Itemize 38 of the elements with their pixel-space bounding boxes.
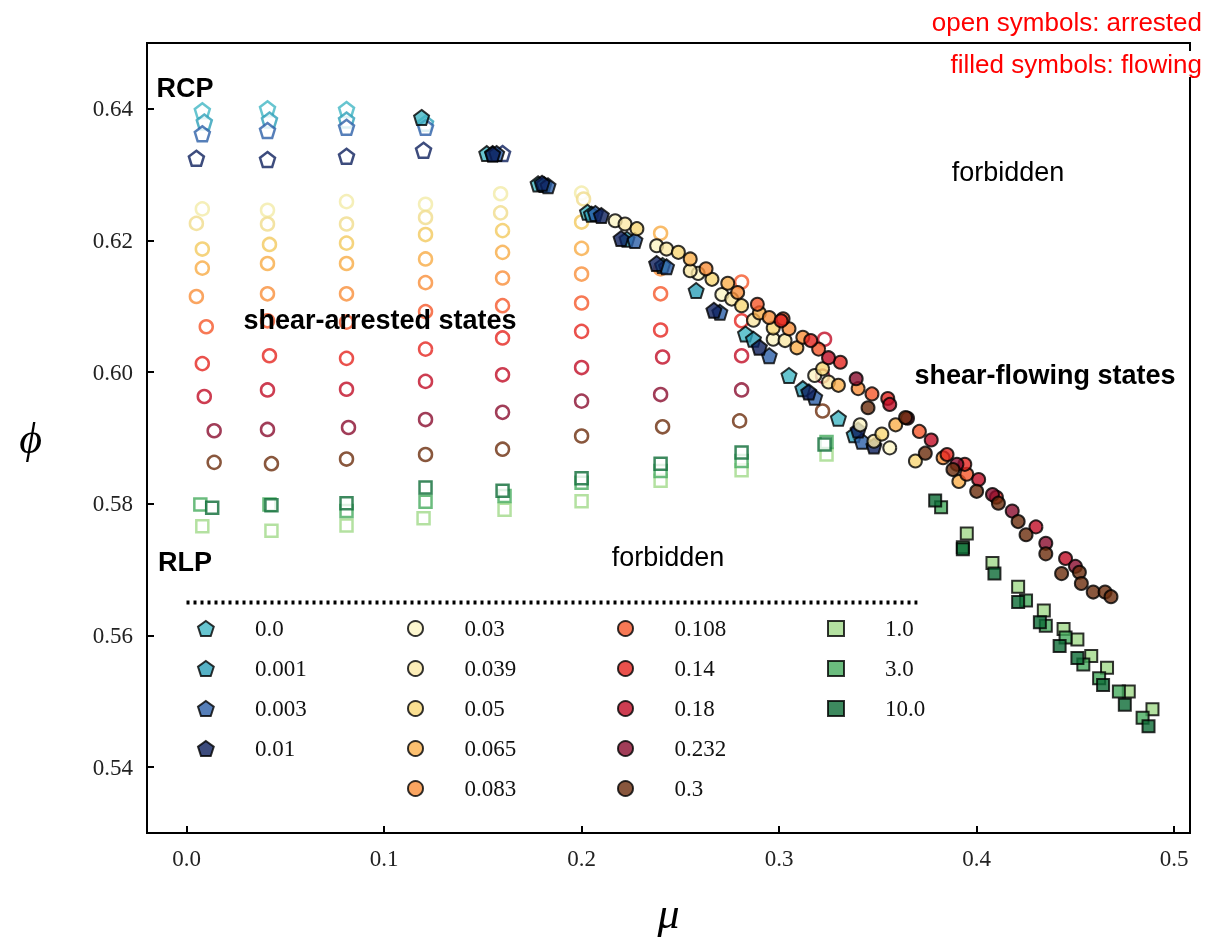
x-tick-label: 0.5 [1159, 846, 1189, 871]
legend-label: 0.14 [674, 656, 716, 681]
text: open symbols: arrested [931, 7, 1202, 37]
y-tick-label: 0.56 [92, 623, 133, 648]
legend-label: 0.18 [674, 696, 715, 721]
y-tick-label: 0.62 [92, 228, 133, 253]
legend-label: 0.3 [674, 776, 704, 801]
legend-label: 1.0 [885, 616, 914, 641]
legend-label: 0.001 [254, 656, 307, 681]
x-tick-label: 0.1 [369, 846, 399, 871]
legend-label: 0.05 [464, 696, 505, 721]
legend-label: 0.065 [464, 736, 517, 761]
y-tick-label: 0.64 [92, 96, 134, 122]
legend-label: 3.0 [885, 656, 914, 681]
legend-label: 0.0 [254, 616, 284, 641]
annotation: shear-flowing states [914, 360, 1176, 390]
legend-label: 0.232 [674, 736, 727, 761]
x-tick-label: 0.0 [172, 846, 201, 871]
x-tick-label: 0.4 [962, 846, 992, 871]
y-tick-label: 0.58 [92, 491, 133, 517]
x-axis-title: μ [656, 888, 680, 938]
annotation: forbidden [611, 542, 725, 572]
y-tick-label: 0.60 [92, 359, 133, 385]
annotation: forbidden [951, 157, 1065, 187]
legend-label: 0.03 [464, 616, 505, 641]
legend-label: 10.0 [885, 696, 926, 721]
legend-label: 0.039 [464, 656, 517, 681]
y-axis-title: ϕ [19, 413, 42, 463]
y-tick-label: 0.54 [92, 754, 134, 780]
annotation: RLP [158, 547, 212, 577]
legend-label: 0.003 [254, 696, 307, 721]
x-tick-label: 0.2 [567, 846, 596, 871]
legend-label: 0.108 [674, 616, 727, 641]
annotation: RCP [156, 73, 214, 103]
legend-label: 0.083 [464, 776, 517, 801]
annotation: filled symbols: flowing [950, 49, 1202, 79]
legend-label: 0.01 [254, 736, 296, 761]
x-tick-label: 0.3 [764, 846, 794, 871]
